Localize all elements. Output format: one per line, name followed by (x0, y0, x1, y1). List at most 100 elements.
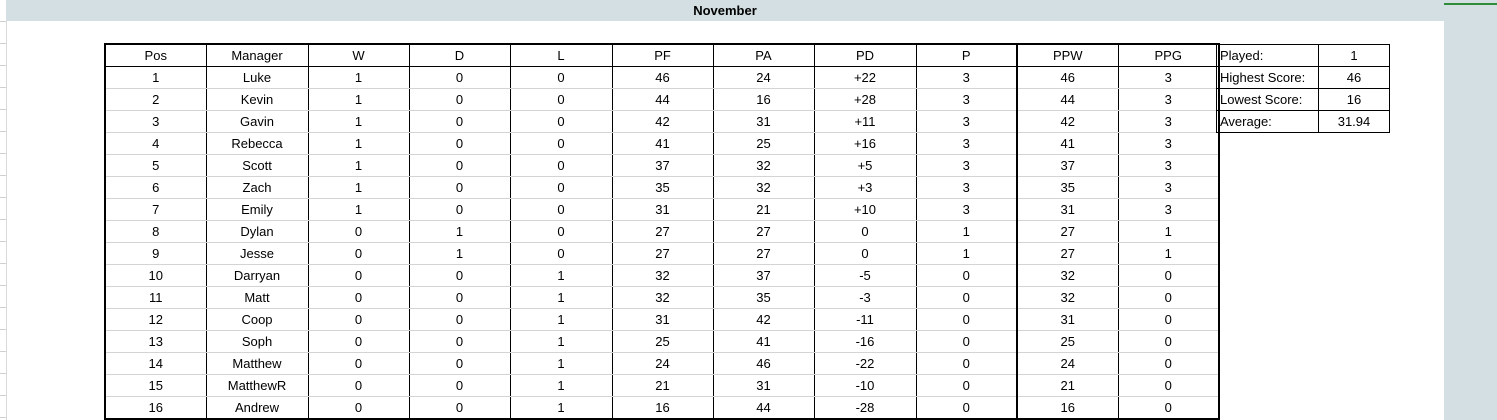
cell-points[interactable]: 3 (915, 176, 1018, 199)
cell-draws[interactable]: 0 (408, 176, 511, 199)
cell-manager[interactable]: Luke (205, 66, 309, 89)
cell-points-per-week[interactable]: 31 (1016, 198, 1119, 221)
column-header-wins[interactable]: W (307, 44, 410, 67)
cell-points-difference[interactable]: +5 (813, 154, 917, 177)
cell-points-against[interactable]: 24 (712, 66, 815, 89)
cell-manager[interactable]: Soph (205, 330, 309, 353)
cell-points-against[interactable]: 16 (712, 88, 815, 111)
cell-points-per-game[interactable]: 3 (1117, 110, 1220, 133)
cell-points-for[interactable]: 25 (611, 330, 714, 353)
cell-points-per-game[interactable]: 0 (1117, 352, 1220, 375)
cell-points-against[interactable]: 25 (712, 132, 815, 155)
cell-losses[interactable]: 0 (509, 154, 613, 177)
cell-points-for[interactable]: 35 (611, 176, 714, 199)
cell-losses[interactable]: 0 (509, 88, 613, 111)
cell-points-against[interactable]: 35 (712, 286, 815, 309)
cell-pos[interactable]: 5 (104, 154, 207, 177)
cell-points[interactable]: 0 (915, 308, 1018, 331)
cell-points[interactable]: 0 (915, 352, 1018, 375)
cell-draws[interactable]: 0 (408, 374, 511, 397)
cell-points[interactable]: 0 (915, 286, 1018, 309)
cell-draws[interactable]: 0 (408, 286, 511, 309)
cell-losses[interactable]: 0 (509, 220, 613, 243)
cell-points-difference[interactable]: -22 (813, 352, 917, 375)
cell-points-against[interactable]: 27 (712, 242, 815, 265)
cell-points-against[interactable]: 46 (712, 352, 815, 375)
cell-pos[interactable]: 3 (104, 110, 207, 133)
cell-points[interactable]: 3 (915, 154, 1018, 177)
column-header-points-for[interactable]: PF (611, 44, 714, 67)
cell-points-difference[interactable]: 0 (813, 242, 917, 265)
stat-label[interactable]: Played: (1216, 44, 1319, 67)
cell-wins[interactable]: 1 (307, 132, 410, 155)
column-header-points-against[interactable]: PA (712, 44, 815, 67)
cell-points-for[interactable]: 21 (611, 374, 714, 397)
cell-points-difference[interactable]: -28 (813, 396, 917, 420)
cell-points[interactable]: 1 (915, 220, 1018, 243)
cell-wins[interactable]: 0 (307, 242, 410, 265)
cell-draws[interactable]: 0 (408, 66, 511, 89)
cell-wins[interactable]: 0 (307, 308, 410, 331)
cell-losses[interactable]: 0 (509, 176, 613, 199)
cell-manager[interactable]: Emily (205, 198, 309, 221)
cell-points-difference[interactable]: -16 (813, 330, 917, 353)
cell-points-for[interactable]: 16 (611, 396, 714, 420)
cell-draws[interactable]: 0 (408, 88, 511, 111)
cell-manager[interactable]: Scott (205, 154, 309, 177)
cell-points-per-week[interactable]: 25 (1016, 330, 1119, 353)
cell-pos[interactable]: 2 (104, 88, 207, 111)
cell-points-for[interactable]: 31 (611, 198, 714, 221)
cell-points[interactable]: 3 (915, 198, 1018, 221)
cell-points[interactable]: 3 (915, 66, 1018, 89)
cell-points-per-game[interactable]: 0 (1117, 330, 1220, 353)
cell-points-for[interactable]: 41 (611, 132, 714, 155)
cell-points-per-week[interactable]: 44 (1016, 88, 1119, 111)
cell-points-difference[interactable]: -10 (813, 374, 917, 397)
cell-points-difference[interactable]: -5 (813, 264, 917, 287)
cell-points-difference[interactable]: +3 (813, 176, 917, 199)
cell-wins[interactable]: 0 (307, 264, 410, 287)
cell-points-for[interactable]: 42 (611, 110, 714, 133)
cell-draws[interactable]: 0 (408, 198, 511, 221)
column-header-manager[interactable]: Manager (205, 44, 309, 67)
cell-points-per-game[interactable]: 3 (1117, 198, 1220, 221)
cell-points-per-week[interactable]: 32 (1016, 286, 1119, 309)
cell-points-difference[interactable]: +28 (813, 88, 917, 111)
cell-points[interactable]: 3 (915, 110, 1018, 133)
cell-points-per-week[interactable]: 21 (1016, 374, 1119, 397)
cell-points-for[interactable]: 32 (611, 264, 714, 287)
cell-losses[interactable]: 1 (509, 396, 613, 420)
cell-points-against[interactable]: 32 (712, 176, 815, 199)
cell-wins[interactable]: 0 (307, 396, 410, 420)
cell-points-against[interactable]: 31 (712, 374, 815, 397)
cell-points-per-game[interactable]: 0 (1117, 264, 1220, 287)
cell-points-for[interactable]: 32 (611, 286, 714, 309)
cell-points-against[interactable]: 27 (712, 220, 815, 243)
cell-manager[interactable]: Gavin (205, 110, 309, 133)
cell-points-for[interactable]: 24 (611, 352, 714, 375)
cell-manager[interactable]: Andrew (205, 396, 309, 420)
cell-points-against[interactable]: 42 (712, 308, 815, 331)
cell-points-per-game[interactable]: 0 (1117, 308, 1220, 331)
cell-wins[interactable]: 1 (307, 110, 410, 133)
cell-points-difference[interactable]: +22 (813, 66, 917, 89)
cell-manager[interactable]: Darryan (205, 264, 309, 287)
cell-points-against[interactable]: 31 (712, 110, 815, 133)
cell-manager[interactable]: MatthewR (205, 374, 309, 397)
cell-points-against[interactable]: 37 (712, 264, 815, 287)
cell-points-for[interactable]: 27 (611, 220, 714, 243)
stat-label[interactable]: Highest Score: (1216, 66, 1319, 89)
stat-value[interactable]: 16 (1318, 88, 1390, 111)
cell-draws[interactable]: 0 (408, 264, 511, 287)
cell-manager[interactable]: Matthew (205, 352, 309, 375)
cell-wins[interactable]: 0 (307, 374, 410, 397)
cell-points-per-game[interactable]: 3 (1117, 132, 1220, 155)
cell-draws[interactable]: 0 (408, 396, 511, 420)
cell-draws[interactable]: 0 (408, 154, 511, 177)
stat-value[interactable]: 46 (1318, 66, 1390, 89)
cell-draws[interactable]: 0 (408, 352, 511, 375)
cell-points-for[interactable]: 44 (611, 88, 714, 111)
cell-pos[interactable]: 14 (104, 352, 207, 375)
cell-points-per-week[interactable]: 42 (1016, 110, 1119, 133)
cell-points-against[interactable]: 41 (712, 330, 815, 353)
